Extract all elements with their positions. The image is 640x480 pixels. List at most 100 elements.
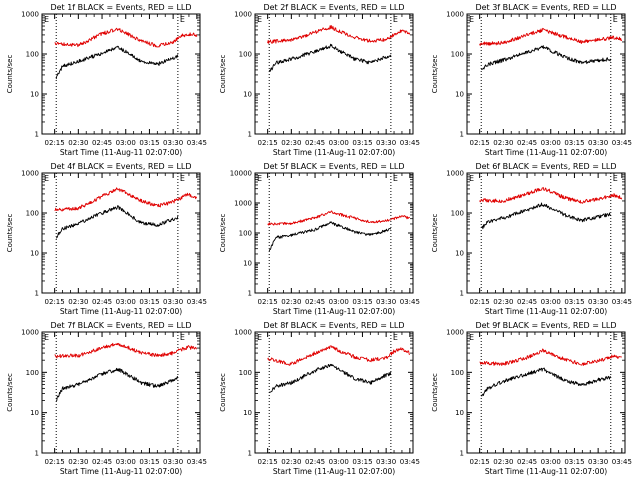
x-tick-label: 02:30 <box>493 458 513 466</box>
y-tick-label: 1 <box>460 131 464 139</box>
y-tick-label: 1000 <box>446 170 464 178</box>
interval-marker-e: E <box>393 174 398 183</box>
y-tick-label: 1000 <box>21 329 39 337</box>
chart-panel: Det 4f BLACK = Events, RED = LLD Counts/s… <box>6 162 207 316</box>
y-tick-label: 100 <box>239 230 252 238</box>
y-tick-label: 100 <box>26 369 39 377</box>
x-tick-label: 02:30 <box>68 458 88 466</box>
interval-marker-e: E <box>180 15 185 24</box>
x-tick-label: 03:15 <box>352 139 372 147</box>
y-tick-label: 100 <box>26 210 39 218</box>
y-tick-label: 100 <box>26 51 39 59</box>
y-tick-label: 10 <box>243 260 252 268</box>
interval-marker-e: E <box>44 174 49 183</box>
series-line-events <box>269 363 392 393</box>
x-tick-label: 03:15 <box>139 458 159 466</box>
y-tick-label: 10 <box>243 409 252 417</box>
y-axis-label: Counts/sec <box>6 55 14 94</box>
x-tick-label: 03:15 <box>564 458 584 466</box>
x-tick-label: 03:45 <box>612 298 632 306</box>
y-tick-label: 10 <box>30 91 39 99</box>
x-axis-label: Start Time (11-Aug-11 02:07:00) <box>273 467 395 476</box>
x-tick-label: 03:00 <box>329 458 349 466</box>
chart-title: Det 1f BLACK = Events, RED = LLD <box>50 3 191 12</box>
x-tick-label: 03:15 <box>139 298 159 306</box>
chart-panel: Det 8f BLACK = Events, RED = LLD Counts/s… <box>219 321 420 476</box>
chart-title: Det 8f BLACK = Events, RED = LLD <box>263 321 404 330</box>
chart-panel: Det 3f BLACK = Events, RED = LLD Counts/s… <box>431 3 632 157</box>
interval-marker-e: E <box>469 333 474 342</box>
series-line-lld <box>54 187 198 212</box>
interval-marker-e: E <box>44 15 49 24</box>
x-tick-label: 03:30 <box>376 298 396 306</box>
plot-frame <box>254 13 414 135</box>
x-axis-label: Start Time (11-Aug-11 02:07:00) <box>60 467 182 476</box>
interval-marker-e: E <box>180 333 185 342</box>
x-tick-label: 02:15 <box>45 458 65 466</box>
chart-title: Det 2f BLACK = Events, RED = LLD <box>263 3 404 12</box>
interval-marker-e: E <box>257 15 262 24</box>
plot-frame <box>41 331 201 454</box>
y-tick-label: 10 <box>455 91 464 99</box>
series-line-lld <box>479 186 623 204</box>
interval-marker-e: E <box>469 174 474 183</box>
x-tick-label: 03:15 <box>352 298 372 306</box>
plot-frame <box>41 13 201 135</box>
series-line-events <box>55 367 178 402</box>
interval-marker-e: E <box>613 174 618 183</box>
y-tick-label: 1 <box>460 450 464 458</box>
x-tick-label: 02:45 <box>92 458 112 466</box>
x-tick-label: 02:15 <box>258 298 278 306</box>
interval-marker-e: E <box>393 15 398 24</box>
x-axis-label: Start Time (11-Aug-11 02:07:00) <box>485 307 607 316</box>
y-tick-label: 1 <box>248 131 252 139</box>
x-tick-label: 02:45 <box>305 139 325 147</box>
chart-panel: Det 7f BLACK = Events, RED = LLD Counts/s… <box>6 321 207 476</box>
interval-marker-e: E <box>44 333 49 342</box>
interval-marker-e: E <box>180 174 185 183</box>
chart-title: Det 6f BLACK = Events, RED = LLD <box>475 162 616 171</box>
chart-title: Det 3f BLACK = Events, RED = LLD <box>475 3 616 12</box>
series-line-events <box>268 221 392 252</box>
interval-marker-e: E <box>257 333 262 342</box>
x-axis-label: Start Time (11-Aug-11 02:07:00) <box>60 307 182 316</box>
y-tick-label: 1000 <box>446 329 464 337</box>
x-tick-label: 03:15 <box>352 458 372 466</box>
x-tick-label: 02:45 <box>517 298 537 306</box>
series-line-lld <box>267 25 411 44</box>
chart-title: Det 7f BLACK = Events, RED = LLD <box>50 321 191 330</box>
y-axis-label: Counts/sec <box>431 214 439 253</box>
series-line-lld <box>54 342 198 359</box>
interval-marker-e: E <box>613 333 618 342</box>
y-tick-label: 1000 <box>446 11 464 19</box>
x-axis-label: Start Time (11-Aug-11 02:07:00) <box>273 307 395 316</box>
x-tick-label: 03:30 <box>376 139 396 147</box>
series-line-lld <box>267 210 411 226</box>
plot-frame <box>254 172 414 294</box>
x-tick-label: 02:15 <box>45 298 65 306</box>
series-line-lld <box>54 27 198 48</box>
series-line-lld <box>479 27 623 46</box>
y-tick-label: 10 <box>455 250 464 258</box>
x-tick-label: 03:30 <box>588 298 608 306</box>
x-tick-label: 03:30 <box>163 458 183 466</box>
x-axis-label: Start Time (11-Aug-11 02:07:00) <box>273 148 395 157</box>
y-tick-label: 1000 <box>21 11 39 19</box>
y-axis-label: Counts/sec <box>6 214 14 253</box>
x-tick-label: 02:30 <box>68 298 88 306</box>
x-tick-label: 02:30 <box>68 139 88 147</box>
x-axis-label: Start Time (11-Aug-11 02:07:00) <box>485 467 607 476</box>
x-tick-label: 02:30 <box>493 298 513 306</box>
x-tick-label: 03:45 <box>612 458 632 466</box>
y-tick-label: 10000 <box>230 170 252 178</box>
x-tick-label: 02:30 <box>281 139 301 147</box>
y-axis-label: Counts/sec <box>6 373 14 412</box>
chart-panel: Det 5f BLACK = Events, RED = LLD Counts/s… <box>219 162 420 316</box>
chart-title: Det 5f BLACK = Events, RED = LLD <box>263 162 404 171</box>
chart-panel: Det 2f BLACK = Events, RED = LLD Counts/s… <box>219 3 420 157</box>
x-tick-label: 02:45 <box>517 458 537 466</box>
chart-panel: Det 9f BLACK = Events, RED = LLD Counts/s… <box>431 321 632 476</box>
series-line-events <box>480 367 611 397</box>
x-tick-label: 03:45 <box>187 298 207 306</box>
y-tick-label: 10 <box>30 409 39 417</box>
